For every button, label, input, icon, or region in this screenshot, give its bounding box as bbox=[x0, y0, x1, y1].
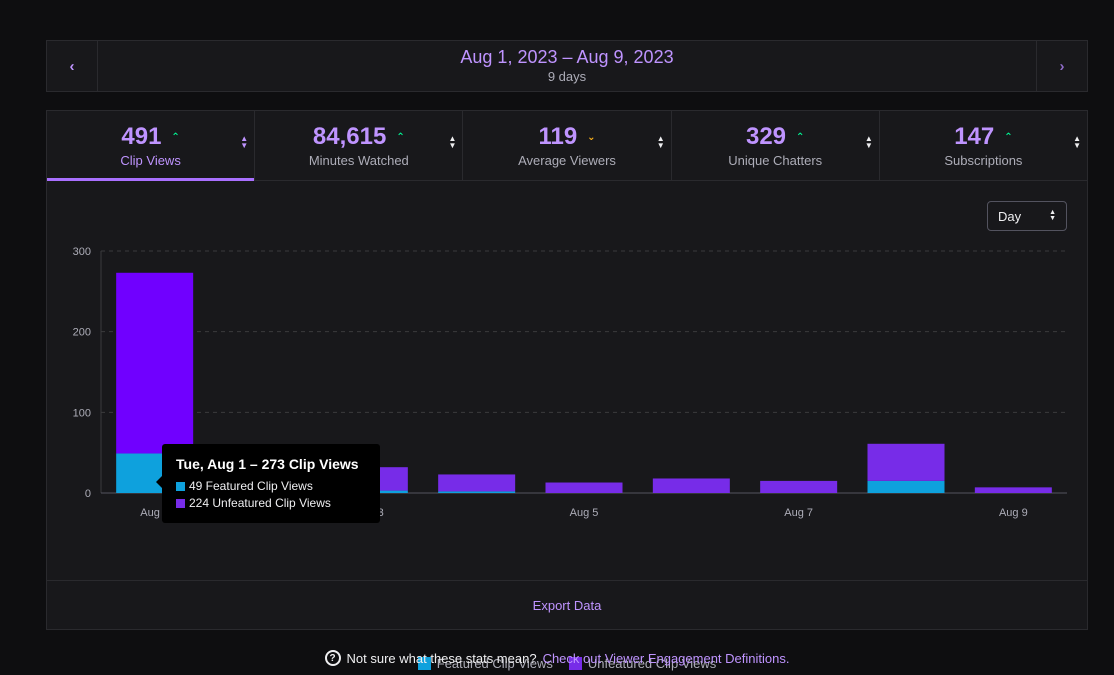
legend-label-featured: Featured Clip Views bbox=[436, 656, 553, 671]
sort-icon[interactable]: ▲ ▼ bbox=[240, 134, 249, 150]
tooltip-featured-text: 49 Featured Clip Views bbox=[189, 479, 313, 493]
bar-unfeatured bbox=[652, 478, 730, 493]
x-tick-label: Aug 5 bbox=[570, 507, 599, 519]
stat-value: 84,615 bbox=[312, 123, 387, 150]
tooltip-title: Tue, Aug 1 – 273 Clip Views bbox=[176, 456, 359, 472]
y-tick-label: 200 bbox=[73, 327, 91, 339]
footer-question: Not sure what these stats mean? bbox=[346, 650, 537, 666]
stat-value: 119 bbox=[538, 123, 578, 150]
tooltip-row-featured: 49 Featured Clip Views bbox=[176, 478, 366, 495]
unfeatured-swatch bbox=[176, 499, 185, 508]
date-range-bar: ‹ Aug 1, 2023 – Aug 9, 2023 9 days › bbox=[46, 40, 1088, 92]
previous-range-button[interactable]: ‹ bbox=[47, 41, 98, 91]
legend-item-unfeatured[interactable]: Unfeatured Clip Views bbox=[568, 656, 717, 671]
sort-icon[interactable]: ▲ ▼ bbox=[1073, 134, 1082, 150]
export-data-label: Export Data bbox=[532, 597, 602, 613]
bar-featured bbox=[438, 491, 516, 493]
stat-label: Average Viewers bbox=[518, 153, 616, 168]
legend-swatch-featured bbox=[417, 657, 431, 670]
export-data-button[interactable]: Export Data bbox=[47, 580, 1087, 629]
stat-label: Clip Views bbox=[120, 153, 181, 168]
x-tick-label: Aug 7 bbox=[784, 507, 813, 519]
stat-label: Unique Chatters bbox=[728, 153, 823, 168]
viewer-engagement-definitions-link[interactable]: Check out Viewer Engagement Definitions. bbox=[542, 650, 790, 666]
x-tick-label: Aug 1 bbox=[140, 507, 169, 519]
chevron-right-icon: › bbox=[1059, 57, 1065, 75]
period-select[interactable]: Day ▲ ▼ bbox=[987, 201, 1067, 231]
trend-up-icon: ⌃ bbox=[796, 131, 805, 143]
tooltip-unfeatured-text: 224 Unfeatured Clip Views bbox=[189, 496, 331, 510]
date-range-text: Aug 1, 2023 – Aug 9, 2023 bbox=[460, 47, 674, 67]
legend-swatch-unfeatured bbox=[568, 657, 582, 670]
y-tick-label: 0 bbox=[85, 488, 91, 500]
chart-tooltip: Tue, Aug 1 – 273 Clip Views 49 Featured … bbox=[156, 444, 380, 523]
stat-tab-average-viewers[interactable]: 119 ⌄ Average Viewers ▲ ▼ bbox=[463, 111, 672, 180]
date-range-days: 9 days bbox=[547, 69, 587, 84]
bar-unfeatured bbox=[867, 443, 945, 481]
trend-up-icon: ⌃ bbox=[1004, 131, 1013, 143]
trend-up-icon: ⌃ bbox=[396, 131, 405, 143]
stat-tabs: 491 ⌃ Clip Views ▲ ▼ 84,615 ⌃ Minutes Wat… bbox=[47, 111, 1087, 181]
stat-value: 147 bbox=[954, 123, 995, 150]
stats-panel: 491 ⌃ Clip Views ▲ ▼ 84,615 ⌃ Minutes Wat… bbox=[46, 110, 1088, 671]
legend-item-featured[interactable]: Featured Clip Views bbox=[417, 656, 553, 671]
bar-unfeatured bbox=[438, 474, 516, 492]
sort-icon[interactable]: ▲ ▼ bbox=[656, 134, 665, 150]
bar-featured bbox=[867, 480, 945, 493]
bar-unfeatured bbox=[545, 482, 623, 493]
bar-unfeatured bbox=[760, 480, 838, 493]
chevron-left-icon: ‹ bbox=[69, 57, 75, 75]
next-range-button[interactable]: › bbox=[1036, 41, 1087, 91]
stat-label: Minutes Watched bbox=[308, 153, 409, 168]
sort-icon[interactable]: ▲ ▼ bbox=[864, 134, 873, 150]
bar-unfeatured bbox=[974, 487, 1052, 493]
sort-icon[interactable]: ▲ ▼ bbox=[448, 134, 457, 150]
bar-unfeatured bbox=[116, 272, 194, 454]
stat-tab-unique-chatters[interactable]: 329 ⌃ Unique Chatters ▲ ▼ bbox=[672, 111, 880, 180]
stat-label: Subscriptions bbox=[944, 153, 1023, 168]
stat-tab-minutes-watched[interactable]: 84,615 ⌃ Minutes Watched ▲ ▼ bbox=[255, 111, 464, 180]
stat-tab-clip-views[interactable]: 491 ⌃ Clip Views ▲ ▼ bbox=[47, 111, 256, 181]
stat-value: 329 bbox=[745, 123, 787, 150]
chart-legend: Featured Clip Views Unfeatured Clip View… bbox=[47, 656, 1087, 671]
stat-value: 491 bbox=[121, 123, 162, 150]
period-select-value: Day bbox=[998, 208, 1022, 224]
trend-down-icon: ⌄ bbox=[587, 131, 596, 143]
x-tick-label: Aug 9 bbox=[999, 507, 1028, 519]
y-tick-label: 100 bbox=[73, 407, 91, 419]
trend-up-icon: ⌃ bbox=[171, 131, 180, 143]
featured-swatch bbox=[176, 482, 185, 491]
footer-help: ? Not sure what these stats mean? Check … bbox=[0, 650, 1114, 666]
tooltip-row-unfeatured: 224 Unfeatured Clip Views bbox=[176, 495, 366, 512]
y-tick-label: 300 bbox=[73, 246, 91, 258]
question-circle-icon: ? bbox=[324, 650, 341, 666]
stat-tab-subscriptions[interactable]: 147 ⌃ Subscriptions ▲ ▼ bbox=[880, 111, 1087, 180]
select-arrows-icon: ▲ ▼ bbox=[1049, 209, 1056, 222]
date-range-display: Aug 1, 2023 – Aug 9, 2023 9 days bbox=[98, 41, 1036, 91]
legend-label-unfeatured: Unfeatured Clip Views bbox=[587, 656, 717, 671]
